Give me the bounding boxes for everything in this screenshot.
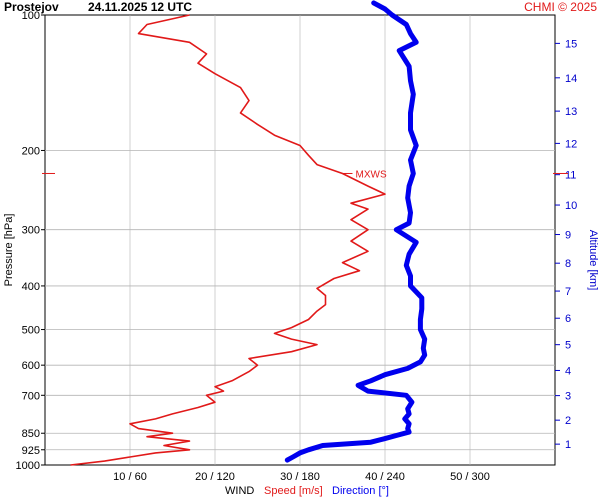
pressure-tick-label: 700: [22, 390, 40, 402]
max-wind-label: MXWS: [356, 169, 387, 180]
altitude-tick-label: 15: [565, 38, 577, 50]
copyright: CHMI © 2025: [524, 0, 597, 14]
altitude-tick-label: 5: [565, 340, 571, 352]
altitude-tick-label: 13: [565, 106, 577, 118]
altitude-tick-label: 10: [565, 200, 577, 212]
pressure-axis-title: Pressure [hPa]: [3, 214, 15, 287]
altitude-tick-label: 8: [565, 258, 571, 270]
wind-axis-label: WIND: [225, 485, 255, 497]
altitude-tick-label: 14: [565, 73, 577, 85]
sounding-datetime: 24.11.2025 12 UTC: [88, 0, 193, 14]
pressure-tick-label: 500: [22, 325, 40, 337]
pressure-tick-label: 600: [22, 360, 40, 372]
altitude-tick-label: 4: [565, 365, 571, 377]
direction-series-line: [284, 0, 428, 463]
altitude-tick-label: 2: [565, 415, 571, 427]
x-tick-label: 40 / 240: [365, 471, 405, 483]
x-tick-label: 10 / 60: [113, 471, 147, 483]
pressure-tick-label: 850: [22, 428, 40, 440]
altitude-tick-label: 6: [565, 313, 571, 325]
pressure-tick-label: 400: [22, 281, 40, 293]
altitude-tick-label: 1: [565, 439, 571, 451]
altitude-tick-label: 11: [565, 170, 576, 182]
x-tick-label: 30 / 180: [280, 471, 320, 483]
direction-axis-label: Direction [°]: [332, 485, 389, 497]
altitude-axis-title: Altitude [km]: [587, 230, 599, 291]
pressure-tick-label: 300: [22, 225, 40, 237]
pressure-tick-label: 925: [22, 445, 40, 457]
speed-axis-label: Speed [m/s]: [264, 485, 323, 497]
station-name: Prostejov: [4, 0, 59, 14]
x-tick-label: 20 / 120: [195, 471, 235, 483]
x-tick-label: 50 / 300: [450, 471, 490, 483]
pressure-tick-label: 100: [22, 10, 40, 22]
speed-series-line: [70, 14, 386, 466]
altitude-tick-label: 3: [565, 391, 571, 403]
pressure-tick-label: 200: [22, 145, 40, 157]
altitude-tick-label: 9: [565, 230, 571, 242]
pressure-tick-label: 1000: [16, 460, 40, 472]
altitude-tick-label: 12: [565, 138, 577, 150]
altitude-tick-label: 7: [565, 286, 571, 298]
